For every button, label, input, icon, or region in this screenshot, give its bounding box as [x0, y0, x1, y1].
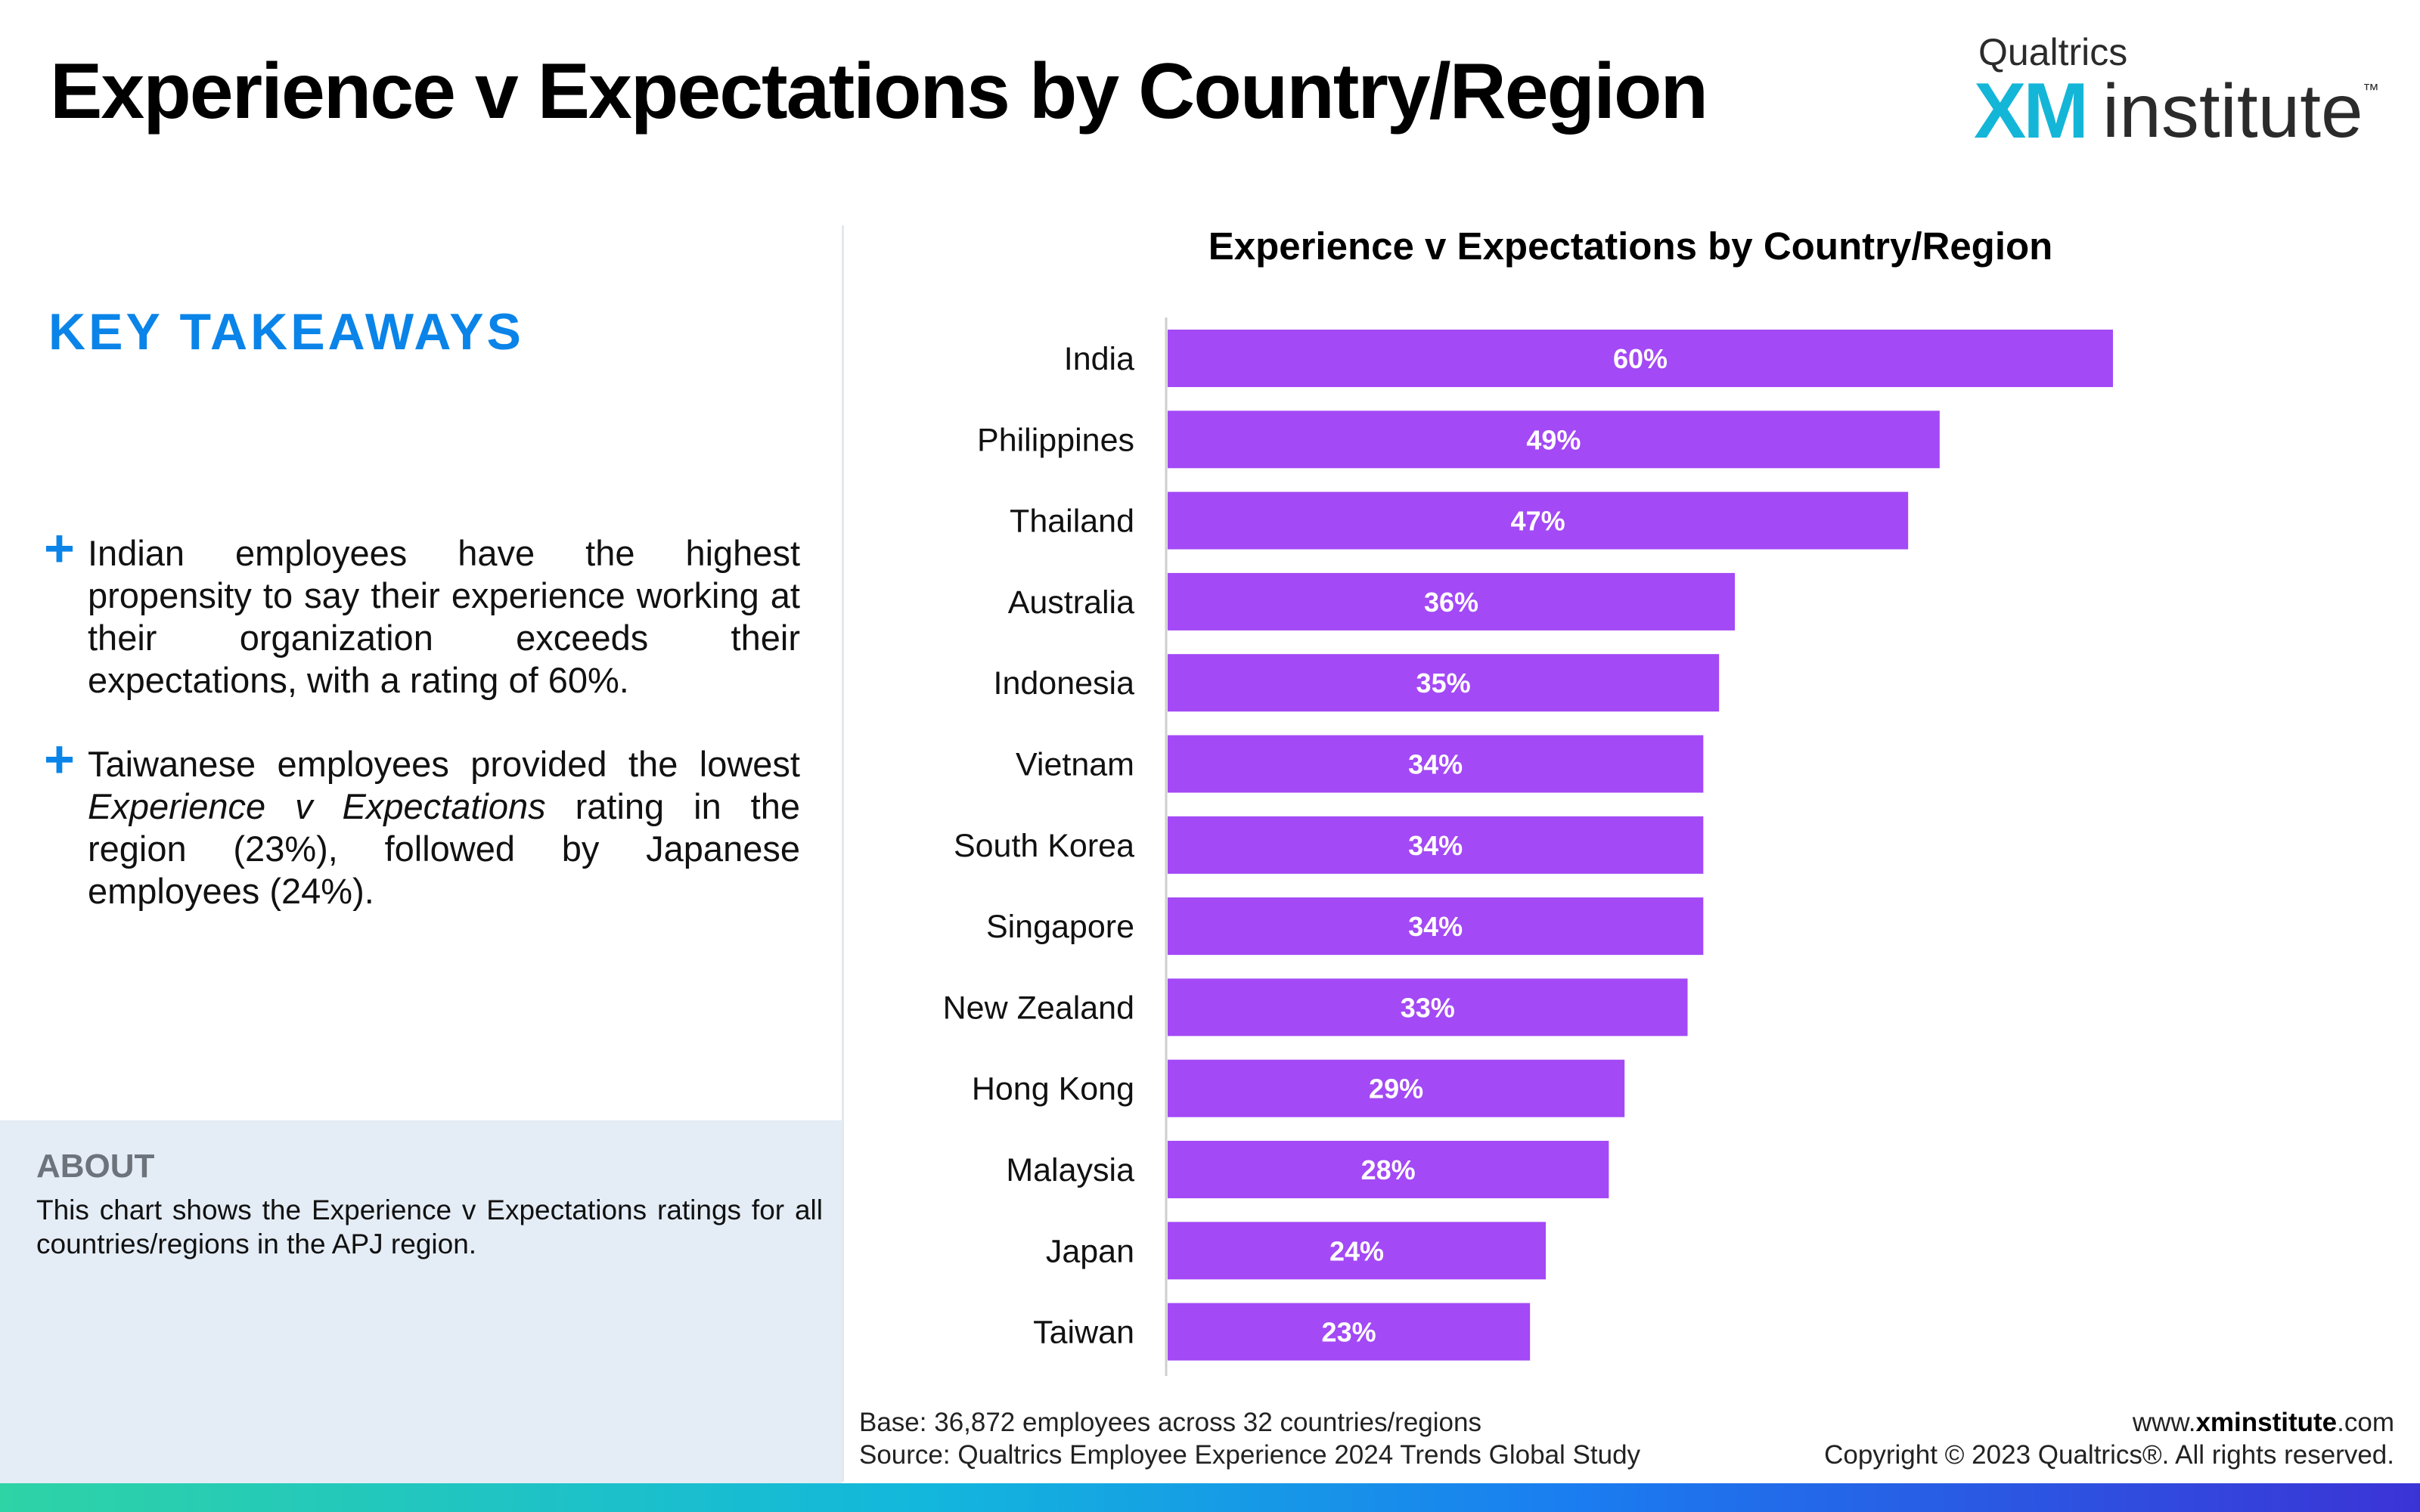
bar-malaysia: [1168, 1141, 1609, 1198]
category-label: Malaysia: [1006, 1152, 1134, 1188]
bar-hong-kong: [1168, 1059, 1625, 1117]
logo-brand: Qualtrics: [1978, 31, 2128, 73]
bar-philippines: [1168, 411, 1940, 469]
value-label: 36%: [1424, 587, 1478, 618]
chart-title: Experience v Expectations by Country/Reg…: [1208, 225, 2053, 268]
category-label: South Korea: [954, 828, 1134, 864]
about-text: This chart shows the Experience v Expect…: [36, 1194, 823, 1259]
category-label: Singapore: [986, 909, 1134, 945]
value-label: 35%: [1416, 668, 1471, 699]
bar-south-korea: [1168, 816, 1704, 874]
bar-indonesia: [1168, 654, 1720, 712]
value-label: 47%: [1511, 506, 1565, 537]
bar-japan: [1168, 1222, 1546, 1280]
bar-new-zealand: [1168, 978, 1688, 1036]
key-takeaways-heading: KEY TAKEAWAYS: [48, 303, 524, 361]
value-label: 34%: [1408, 749, 1463, 780]
base-note: Base: 36,872 employees across 32 countri…: [859, 1408, 1481, 1437]
category-label: Philippines: [977, 422, 1134, 458]
category-label: Indonesia: [994, 665, 1135, 702]
website-suffix: .com: [2337, 1408, 2394, 1437]
plus-icon: +: [44, 519, 75, 578]
about-panel: ABOUT This chart shows the Experience v …: [0, 1120, 842, 1483]
takeaway-italic-term: Experience v Expectations: [88, 786, 546, 826]
website-link[interactable]: www.xminstitute.com: [1824, 1406, 2394, 1439]
website-prefix: www.: [2132, 1408, 2196, 1437]
bar-india: [1168, 330, 2113, 387]
bar-taiwan: [1168, 1303, 1531, 1361]
takeaway-text-part: rating in the region (23%), followed by …: [88, 786, 800, 911]
takeaway-item: + Indian employees have the highest prop…: [44, 522, 800, 702]
copyright: Copyright © 2023 Qualtrics®. All rights …: [1824, 1440, 2394, 1470]
about-heading: ABOUT: [36, 1148, 155, 1185]
website-name: xminstitute: [2195, 1408, 2338, 1437]
bar-vietnam: [1168, 735, 1704, 793]
category-label: Vietnam: [1016, 747, 1134, 783]
value-label: 49%: [1526, 424, 1581, 455]
site-copyright-note: www.xminstitute.com Copyright © 2023 Qua…: [1824, 1406, 2394, 1471]
value-label: 23%: [1322, 1317, 1376, 1348]
plus-icon: +: [44, 730, 75, 789]
xm-institute-logo: Qualtrics XM institute ™: [1974, 30, 2379, 155]
page-title: Experience v Expectations by Country/Reg…: [50, 48, 1708, 135]
base-source-note: Base: 36,872 employees across 32 countri…: [859, 1406, 1640, 1471]
bar-chart: India 60% Philippines 49% Thailand 47% Austral…: [943, 318, 2113, 1376]
logo-institute: institute: [2102, 69, 2363, 153]
value-label: 60%: [1613, 343, 1668, 374]
value-label: 34%: [1408, 911, 1463, 942]
takeaway-item: + Taiwanese employees provided the lowes…: [44, 733, 800, 912]
category-label: Australia: [1008, 584, 1134, 621]
source-note: Source: Qualtrics Employee Experience 20…: [859, 1440, 1641, 1470]
takeaway-text: Taiwanese employees provided the lowest …: [88, 743, 800, 912]
bar-singapore: [1168, 897, 1704, 956]
takeaway-text-part: Indian employees have the highest propen…: [88, 533, 800, 700]
category-label: Japan: [1046, 1233, 1134, 1269]
category-label: Thailand: [1010, 503, 1134, 540]
value-label: 33%: [1401, 992, 1455, 1023]
value-label: 34%: [1408, 830, 1463, 861]
value-label: 29%: [1369, 1074, 1423, 1105]
takeaway-text-part: Taiwanese employees provided the lowest: [88, 744, 800, 784]
logo-trademark: ™: [2363, 80, 2379, 99]
category-label: Hong Kong: [972, 1071, 1134, 1108]
value-label: 28%: [1361, 1154, 1416, 1185]
value-label: 24%: [1329, 1235, 1384, 1266]
category-label: India: [1064, 341, 1134, 377]
bar-australia: [1168, 572, 1735, 631]
category-label: New Zealand: [943, 990, 1134, 1026]
bar-thailand: [1168, 491, 1909, 550]
takeaway-text: Indian employees have the highest propen…: [88, 532, 800, 702]
bottom-gradient-bar: [0, 1483, 2420, 1512]
logo-xm: XM: [1974, 67, 2089, 155]
vertical-divider: [842, 225, 844, 1482]
category-label: Taiwan: [1033, 1315, 1134, 1351]
